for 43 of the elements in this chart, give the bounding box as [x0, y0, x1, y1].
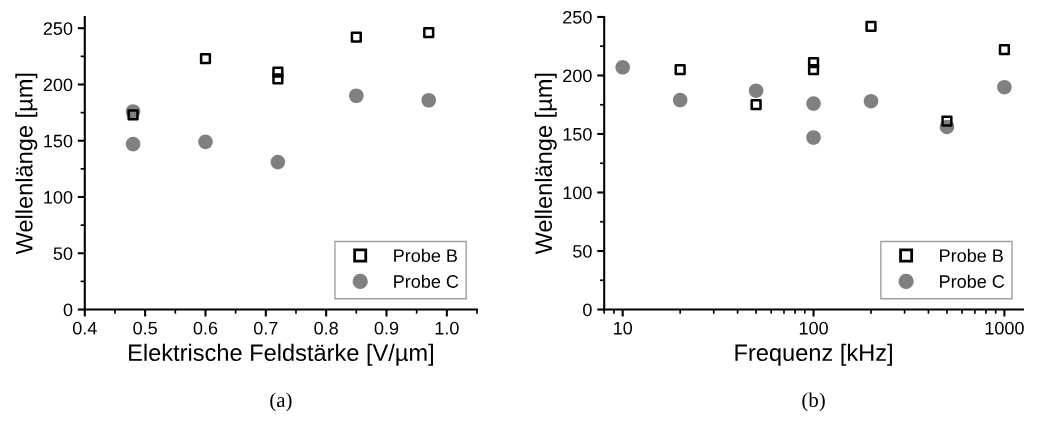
- x-axis-title: Frequenz [kHz]: [735, 343, 892, 366]
- point: [350, 31, 362, 43]
- x-tick-label: 0.4: [72, 321, 97, 335]
- point: [270, 154, 286, 170]
- x-tick-label: 100: [799, 321, 828, 335]
- y-tick-label: 250: [563, 10, 592, 24]
- y-tick-label: 0: [63, 303, 73, 317]
- text: (a): [270, 392, 292, 412]
- y-axis-title: Wellenlänge [µm]: [534, 73, 557, 255]
- y-axis-title: Wellenlänge [µm]: [15, 73, 38, 255]
- legend-label: Probe B: [940, 248, 1003, 263]
- y-tick-label: 150: [563, 127, 592, 141]
- y-tick-label: 50: [573, 244, 592, 258]
- x-tick-label: 0.9: [374, 321, 399, 335]
- point: [272, 73, 284, 85]
- y-tick-label: 200: [563, 69, 592, 83]
- x-tick-label: 10: [614, 321, 633, 335]
- y-tick-label: 250: [43, 22, 73, 35]
- point: [198, 134, 213, 150]
- y-tick-label: 200: [43, 78, 73, 92]
- x-tick-label: 0.6: [193, 321, 218, 335]
- x-tick-label: 0.5: [133, 321, 157, 335]
- point: [423, 27, 435, 39]
- text: (b): [802, 392, 825, 412]
- y-tick-label: 0: [583, 303, 592, 317]
- x-tick-label: 0.7: [253, 321, 278, 335]
- y-tick-label: 100: [563, 186, 592, 200]
- x-tick-label: 1000: [985, 321, 1024, 335]
- x-tick-label: 1.0: [435, 321, 459, 335]
- y-tick-label: 100: [44, 190, 73, 204]
- y-tick-label: 50: [53, 247, 73, 260]
- point: [199, 52, 212, 65]
- point: [125, 136, 141, 152]
- x-tick-label: 0.8: [314, 321, 338, 335]
- point: [272, 66, 284, 78]
- point: [421, 92, 437, 108]
- point: [349, 88, 364, 104]
- legend-label: Probe C: [394, 274, 459, 288]
- legend-label: Probe B: [394, 248, 457, 263]
- x-axis-title: Elektrische Feldstärke [V/µm]: [129, 343, 433, 366]
- legend-label: Probe C: [940, 274, 1005, 288]
- point: [127, 109, 139, 121]
- y-tick-label: 150: [44, 134, 73, 148]
